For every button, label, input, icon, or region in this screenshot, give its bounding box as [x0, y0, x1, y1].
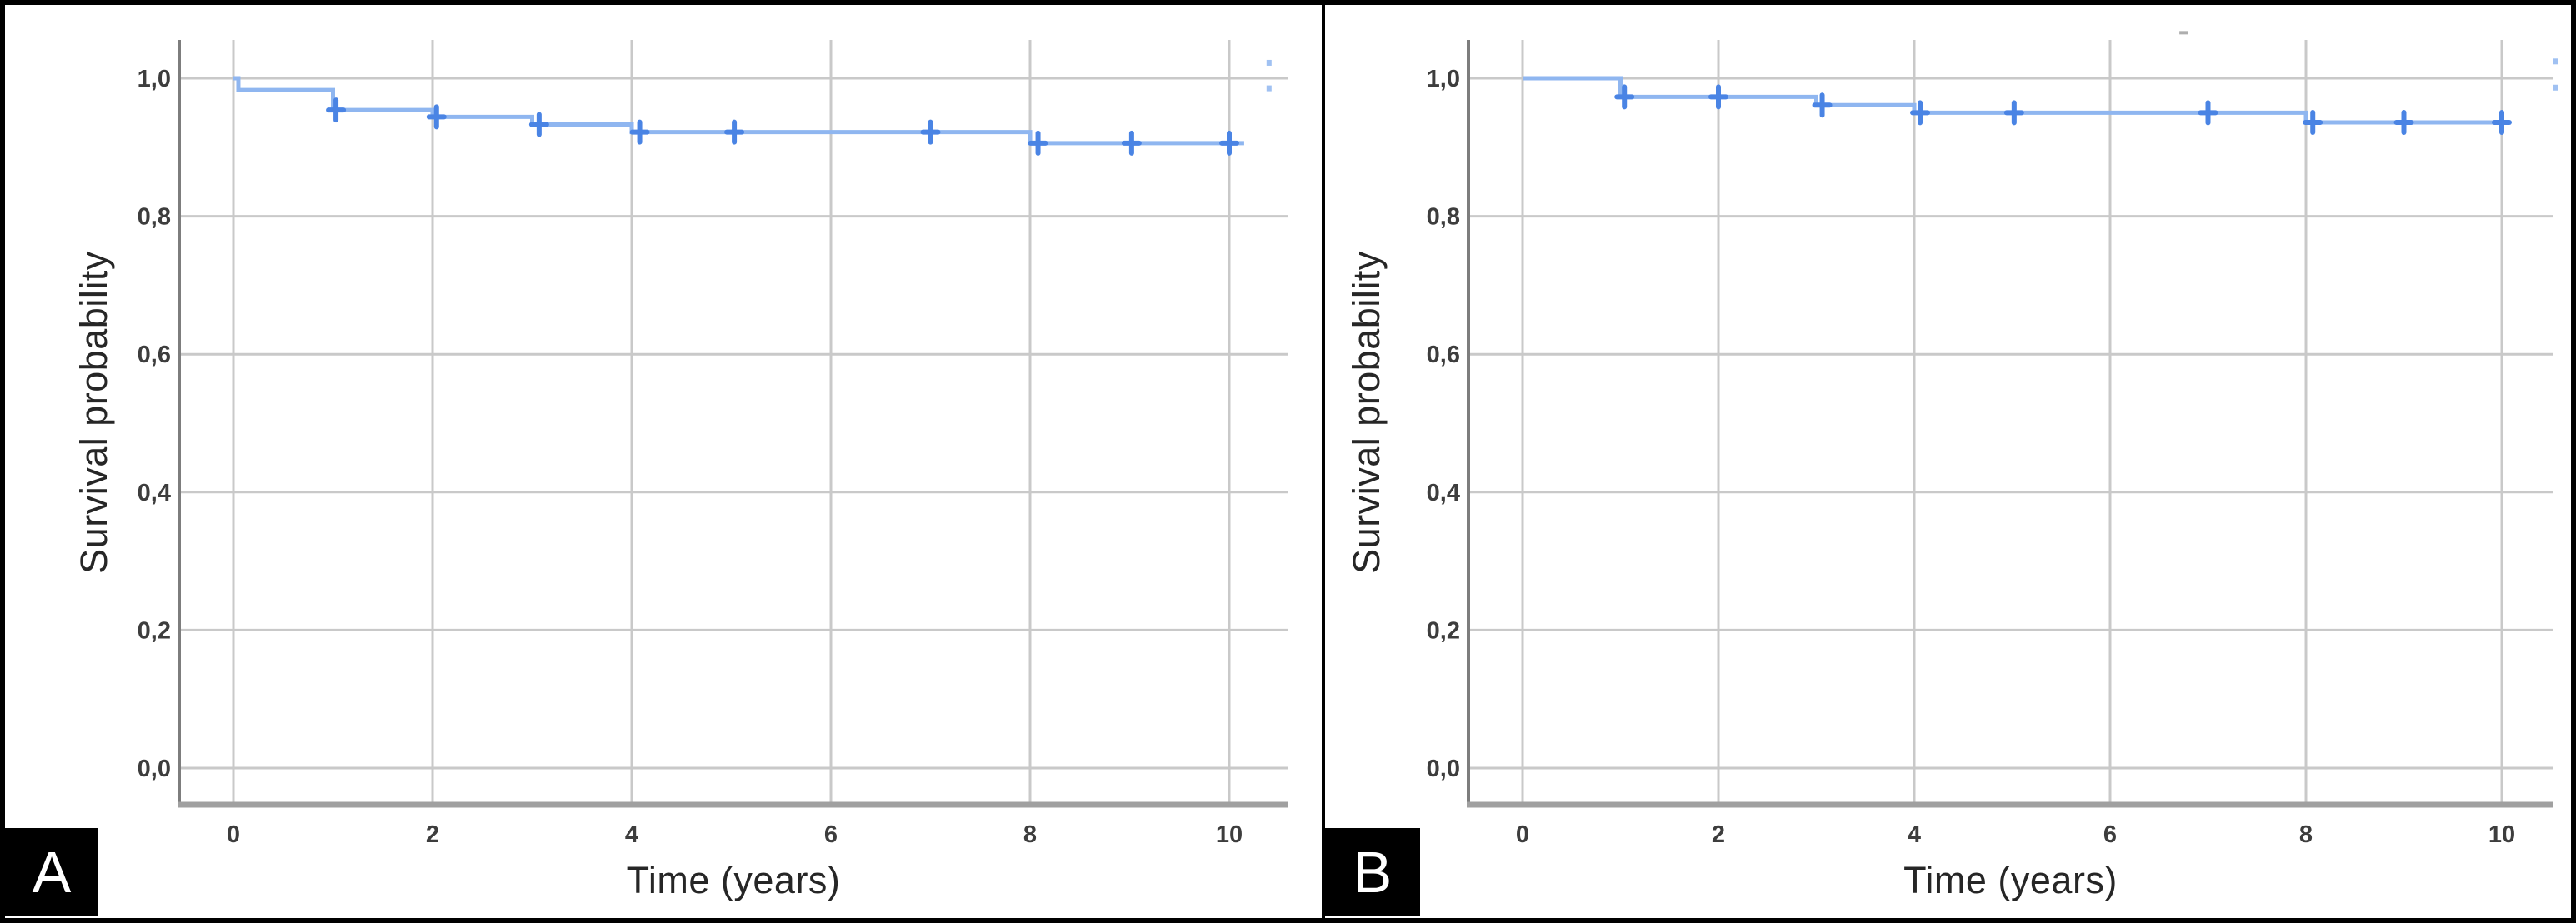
y-tick-label: 0,2	[1427, 617, 1460, 644]
km-curve	[233, 76, 1244, 146]
gridlines	[1468, 40, 2553, 805]
artifact-specks	[1266, 59, 1272, 92]
censor-mark	[2393, 109, 2414, 135]
censor-mark	[2003, 100, 2024, 126]
censor-mark	[2198, 100, 2218, 126]
x-tick-label: 2	[426, 821, 439, 848]
x-tick-label: 8	[2299, 821, 2313, 848]
y-tick-label: 0,4	[1427, 480, 1460, 506]
tick-labels: 1,0 0,8 0,6 0,4 0,2 0,0 0 2 4 6 8 10	[138, 66, 1243, 848]
km-curve	[1523, 76, 2510, 125]
axes	[1467, 40, 2553, 808]
x-tick-label: 0	[1516, 821, 1529, 848]
x-axis-title-b: Time (years)	[1903, 859, 2118, 901]
tick-labels: 1,0 0,8 0,6 0,4 0,2 0,0 0 2 4 6 8 10	[1427, 66, 2515, 848]
km-chart-a: 1,0 0,8 0,6 0,4 0,2 0,0 0 2 4 6 8 10	[138, 40, 1288, 848]
y-tick-label: 0,6	[138, 342, 171, 368]
km-chart-b: 1,0 0,8 0,6 0,4 0,2 0,0 0 2 4 6 8 10	[1427, 31, 2558, 848]
y-axis-title-b: Survival probability	[1345, 251, 1388, 574]
censor-mark	[920, 119, 941, 145]
panel-b: 1,0 0,8 0,6 0,4 0,2 0,0 0 2 4 6 8 10 Survival proba…	[1325, 5, 2571, 918]
x-tick-label: 4	[625, 821, 638, 848]
x-tick-label: 0	[227, 821, 240, 848]
x-tick-label: 10	[2488, 821, 2515, 848]
x-tick-label: 6	[824, 821, 838, 848]
artifact-specks	[2179, 31, 2558, 91]
y-axis-title-a: Survival probability	[73, 251, 115, 574]
x-axis-title-a: Time (years)	[626, 859, 841, 901]
censor-marks	[1614, 84, 2512, 135]
y-tick-label: 0,6	[1427, 342, 1460, 368]
y-tick-label: 0,4	[138, 480, 171, 506]
panel-badge-b: B	[1325, 828, 1420, 916]
x-tick-label: 8	[1023, 821, 1037, 848]
y-tick-label: 0,8	[138, 204, 171, 231]
panel-divider	[1322, 5, 1325, 918]
censor-mark	[1121, 130, 1142, 156]
gridlines	[179, 40, 1288, 805]
censor-mark	[1910, 100, 1931, 126]
censor-mark	[1708, 84, 1728, 110]
panel-badge-a: A	[5, 828, 98, 916]
x-tick-label: 4	[1908, 821, 1921, 848]
censor-mark	[426, 104, 447, 130]
censor-mark	[1614, 84, 1635, 110]
x-tick-label: 2	[1712, 821, 1725, 848]
censor-mark	[1028, 130, 1048, 156]
panel-a: 1,0 0,8 0,6 0,4 0,2 0,0 0 2 4 6 8 10 Survival proba…	[5, 5, 1322, 918]
y-tick-label: 0,0	[138, 756, 171, 782]
y-tick-label: 1,0	[138, 66, 171, 92]
censor-mark	[528, 112, 549, 137]
censor-mark	[2492, 109, 2512, 135]
x-tick-label: 10	[1216, 821, 1243, 848]
y-tick-label: 0,0	[1427, 756, 1460, 782]
censor-mark	[629, 119, 650, 145]
censor-mark	[1219, 130, 1239, 156]
censor-mark	[326, 97, 347, 123]
censor-marks	[326, 97, 1239, 156]
censor-mark	[2303, 109, 2323, 135]
x-tick-label: 6	[2103, 821, 2117, 848]
censor-mark	[724, 119, 745, 145]
y-tick-label: 0,8	[1427, 204, 1460, 231]
y-tick-label: 1,0	[1427, 66, 1460, 92]
y-tick-label: 0,2	[138, 617, 171, 644]
axes	[178, 40, 1288, 808]
censor-mark	[1812, 92, 1833, 118]
